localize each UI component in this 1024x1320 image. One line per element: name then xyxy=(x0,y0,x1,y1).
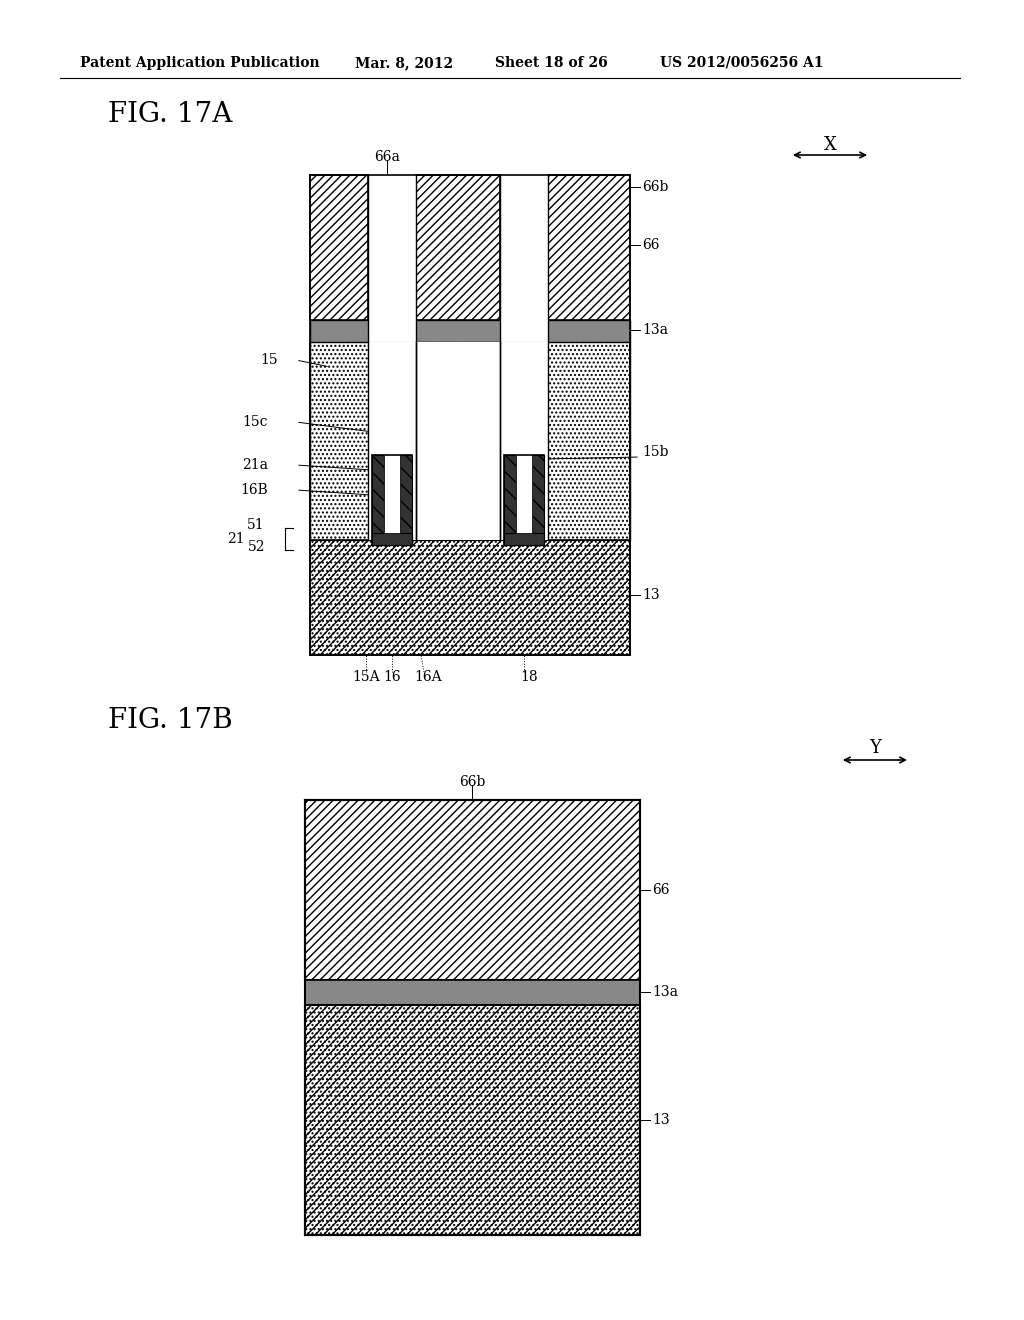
Text: Patent Application Publication: Patent Application Publication xyxy=(80,55,319,70)
Bar xyxy=(310,540,630,655)
Text: 15: 15 xyxy=(260,352,278,367)
Text: 16: 16 xyxy=(383,671,400,684)
Bar xyxy=(504,533,544,545)
Bar xyxy=(310,319,630,342)
Text: X: X xyxy=(823,136,837,154)
Bar xyxy=(548,176,630,319)
Text: 13: 13 xyxy=(652,1113,670,1127)
Text: 16A: 16A xyxy=(414,671,441,684)
Text: 66b: 66b xyxy=(642,180,669,194)
Text: 51: 51 xyxy=(248,517,265,532)
Bar xyxy=(305,800,640,979)
Bar xyxy=(305,1005,640,1236)
Bar xyxy=(368,176,416,342)
Bar xyxy=(532,455,544,545)
Bar xyxy=(416,176,500,319)
Bar xyxy=(368,342,416,540)
Bar xyxy=(504,455,544,545)
Bar xyxy=(372,455,412,545)
Text: Y: Y xyxy=(869,739,881,756)
Bar xyxy=(500,176,548,342)
Text: 15c: 15c xyxy=(243,414,268,429)
Text: 13a: 13a xyxy=(652,985,678,999)
Text: Mar. 8, 2012: Mar. 8, 2012 xyxy=(355,55,454,70)
Text: FIG. 17A: FIG. 17A xyxy=(108,102,232,128)
Text: 13: 13 xyxy=(642,587,659,602)
Text: 66b: 66b xyxy=(459,775,485,789)
Text: 52: 52 xyxy=(248,540,265,554)
Text: 15b: 15b xyxy=(642,445,669,459)
Text: 21: 21 xyxy=(227,532,245,546)
Text: FIG. 17B: FIG. 17B xyxy=(108,706,232,734)
Bar xyxy=(372,455,384,545)
Bar xyxy=(310,540,630,655)
Bar xyxy=(310,176,368,319)
Bar xyxy=(372,533,412,545)
Bar xyxy=(305,979,640,1005)
Bar xyxy=(384,455,400,533)
Bar xyxy=(516,455,532,533)
Bar xyxy=(400,455,412,545)
Bar xyxy=(416,342,500,540)
Text: US 2012/0056256 A1: US 2012/0056256 A1 xyxy=(660,55,823,70)
Text: Sheet 18 of 26: Sheet 18 of 26 xyxy=(495,55,608,70)
Bar xyxy=(500,342,548,540)
Text: 21a: 21a xyxy=(242,458,268,473)
Text: 18: 18 xyxy=(520,671,538,684)
Text: 15A: 15A xyxy=(352,671,380,684)
Bar xyxy=(504,455,516,545)
Bar xyxy=(310,342,630,540)
Text: 66: 66 xyxy=(652,883,670,898)
Text: 16B: 16B xyxy=(241,483,268,498)
Text: 66: 66 xyxy=(642,238,659,252)
Bar xyxy=(305,1005,640,1236)
Text: 13a: 13a xyxy=(642,323,668,337)
Text: 66a: 66a xyxy=(374,150,400,164)
